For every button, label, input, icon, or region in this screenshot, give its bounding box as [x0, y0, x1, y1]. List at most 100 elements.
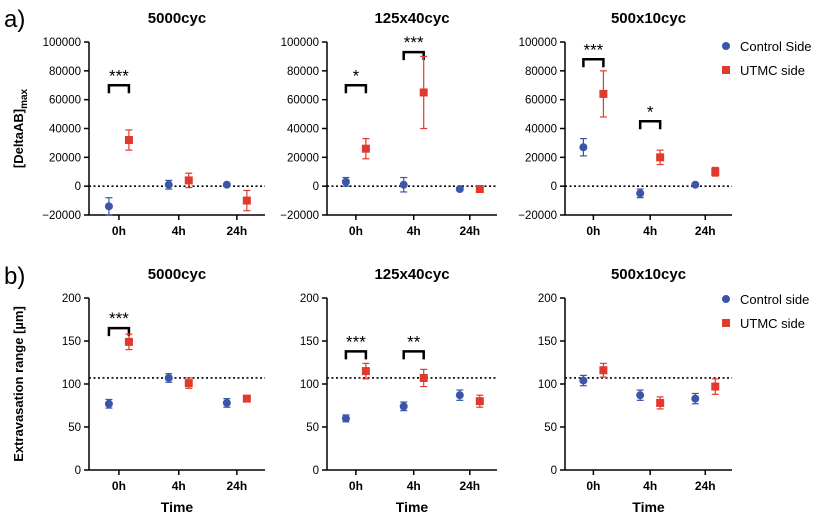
data-point-control — [399, 180, 408, 189]
significance-label: * — [353, 66, 360, 85]
data-point-utmc — [599, 89, 608, 98]
y-tick-label: −20000 — [42, 210, 81, 222]
significance-bracket — [638, 120, 662, 130]
row-label-a: a) — [4, 6, 25, 33]
x-tick-label: 0h — [349, 479, 363, 493]
x-tick-label: 24h — [459, 479, 480, 493]
y-tick-label: 50 — [544, 422, 557, 434]
significance-bracket — [107, 326, 131, 337]
chart-panel-b-1: 5000cyc 0 50 100 150 200 0h 4h 24h Time Extravasat… — [11, 266, 265, 515]
chart-title: 5000cyc — [148, 266, 206, 283]
legend-label-utmc: UTMC side — [740, 316, 805, 331]
y-tick-label: 200 — [300, 293, 319, 305]
chart-title: 5000cyc — [148, 10, 206, 27]
y-tick-label: 100 — [538, 379, 557, 391]
data-point-utmc — [475, 185, 484, 194]
chart-title: 125x40cyc — [374, 10, 449, 27]
y-tick-label: −20000 — [518, 210, 557, 222]
data-point-control — [104, 202, 113, 211]
y-tick-label: 50 — [68, 422, 81, 434]
data-point-utmc — [656, 153, 665, 162]
y-tick-label: 0 — [75, 181, 81, 193]
data-point-utmc — [242, 196, 251, 205]
data-point-utmc — [361, 367, 370, 376]
y-tick-label: 20000 — [287, 152, 319, 164]
data-point-utmc — [124, 337, 133, 346]
data-point-control — [164, 180, 173, 189]
significance-label: *** — [404, 33, 424, 52]
data-point-control — [455, 185, 464, 194]
x-tick-label: 4h — [172, 224, 186, 238]
x-axis-title: Time — [632, 499, 665, 515]
y-tick-label: 150 — [300, 336, 319, 348]
legend-marker-control — [722, 295, 730, 303]
legend-marker-control — [722, 42, 730, 50]
data-point-utmc — [711, 167, 720, 176]
significance-bracket — [344, 350, 368, 360]
y-tick-label: −20000 — [280, 210, 319, 222]
data-point-control — [399, 402, 408, 411]
data-point-utmc — [419, 88, 428, 97]
data-point-control — [636, 189, 645, 198]
x-tick-label: 0h — [586, 224, 600, 238]
data-point-utmc — [361, 144, 370, 153]
chart-panel-a-3: 500x10cyc −20000 0 20000 40000 60000 80000 1000… — [518, 10, 811, 238]
data-point-utmc — [184, 176, 193, 185]
significance-label: ** — [407, 332, 421, 351]
y-tick-label: 50 — [306, 422, 319, 434]
y-tick-label: 0 — [313, 181, 319, 193]
y-tick-label: 80000 — [49, 66, 81, 78]
data-point-control — [579, 376, 588, 385]
y-tick-label: 100 — [300, 379, 319, 391]
data-point-utmc — [475, 397, 484, 406]
significance-label: * — [647, 102, 654, 121]
significance-label: *** — [109, 309, 129, 328]
y-tick-label: 40000 — [287, 124, 319, 136]
y-tick-label: 60000 — [287, 95, 319, 107]
y-tick-label: 100000 — [43, 37, 81, 49]
significance-label: *** — [583, 40, 603, 59]
y-tick-label: 0 — [551, 465, 557, 477]
significance-bracket — [582, 58, 605, 68]
data-point-control — [636, 391, 645, 400]
legend-label-control: Control side — [740, 292, 809, 307]
chart-title: 125x40cyc — [374, 266, 449, 283]
significance-label: *** — [346, 332, 366, 351]
y-tick-label: 0 — [75, 465, 81, 477]
y-tick-label: 60000 — [525, 95, 557, 107]
x-tick-label: 4h — [643, 479, 657, 493]
y-axis-title: Extravasation range [µm] — [11, 306, 26, 462]
x-tick-label: 0h — [112, 479, 126, 493]
y-tick-label: 200 — [62, 293, 81, 305]
x-tick-label: 24h — [459, 224, 480, 238]
y-tick-label: 60000 — [49, 95, 81, 107]
x-tick-label: 0h — [112, 224, 126, 238]
data-point-utmc — [184, 379, 193, 388]
y-axis-title: [DeltaAB]max — [11, 88, 30, 168]
y-tick-label: 100 — [62, 379, 81, 391]
panels: 5000cyc−20000020000400006000080000100000… — [11, 10, 812, 515]
significance-label: *** — [109, 66, 129, 85]
data-point-control — [341, 414, 350, 423]
x-tick-label: 4h — [407, 479, 421, 493]
legend-label-control: Control Side — [740, 39, 812, 54]
chart-title: 500x10cyc — [611, 10, 686, 27]
chart-panel-b-3: 500x10cyc 0 50 100 150 200 0h 4h 24h Time Control … — [538, 266, 810, 515]
x-tick-label: 24h — [226, 479, 247, 493]
row-label-b: b) — [4, 263, 25, 290]
chart-panel-a-2: 125x40cyc −20000 0 20000 40000 60000 80000 1000… — [280, 10, 497, 238]
data-point-control — [341, 177, 350, 186]
data-point-utmc — [242, 394, 251, 403]
data-point-control — [691, 180, 700, 189]
data-point-control — [579, 143, 588, 152]
data-point-utmc — [419, 373, 428, 382]
data-point-utmc — [124, 136, 133, 145]
y-tick-label: 80000 — [287, 66, 319, 78]
data-point-utmc — [656, 398, 665, 407]
significance-bracket — [107, 84, 131, 94]
data-point-control — [164, 373, 173, 382]
y-tick-label: 0 — [551, 181, 557, 193]
data-point-control — [222, 398, 231, 407]
